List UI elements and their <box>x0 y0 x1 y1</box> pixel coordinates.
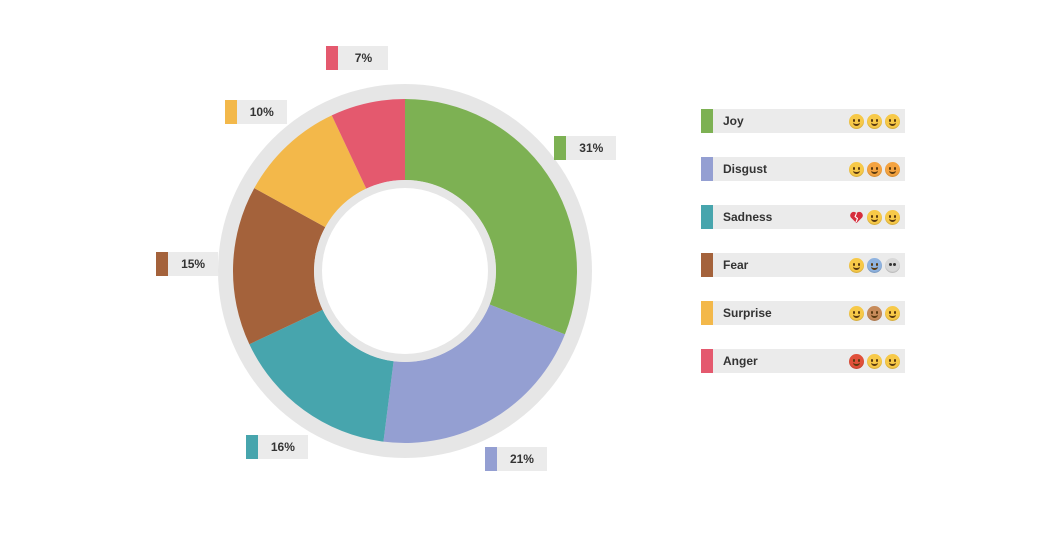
legend-item-anger: Anger <box>701 349 905 373</box>
percent-label-swatch <box>156 252 169 277</box>
fearful-face-icon <box>849 257 864 273</box>
legend-bar: Joy <box>713 109 905 133</box>
cold-sweat-face-icon <box>867 257 882 273</box>
percent-label-sadness: 16% <box>245 435 308 460</box>
percent-label-fear: 15% <box>156 252 219 277</box>
pouting-face-icon <box>849 353 864 369</box>
legend-label: Anger <box>723 354 758 368</box>
percent-label-text: 16% <box>257 435 308 460</box>
legend-emojis <box>849 305 900 321</box>
beaming-face-icon <box>867 113 882 129</box>
legend-emojis <box>849 113 900 129</box>
legend-item-fear: Fear <box>701 253 905 277</box>
legend-swatch <box>701 253 713 277</box>
legend-emojis <box>849 209 900 225</box>
smiling-face-icon <box>885 113 900 129</box>
nauseated-face-icon <box>867 161 882 177</box>
percent-label-text: 7% <box>338 46 389 71</box>
crying-face-icon <box>885 209 900 225</box>
legend-swatch <box>701 349 713 373</box>
percent-label-text: 10% <box>236 100 287 125</box>
angry-face-icon <box>885 353 900 369</box>
percent-label-swatch <box>245 435 258 460</box>
legend-bar: Anger <box>713 349 905 373</box>
percent-label-anger: 7% <box>326 46 389 71</box>
donut-slices <box>232 99 577 443</box>
legend-label: Surprise <box>723 306 772 320</box>
slice-joy <box>405 99 577 335</box>
slice-anger <box>331 99 405 189</box>
percent-label-joy: 31% <box>554 136 617 161</box>
legend-bar: Surprise <box>713 301 905 325</box>
legend-label: Sadness <box>723 210 773 224</box>
percent-label-swatch <box>554 136 567 161</box>
skull-icon <box>885 257 900 273</box>
flushed-face-icon <box>849 305 864 321</box>
slice-surprise <box>254 115 367 228</box>
donut-hole <box>322 188 488 354</box>
legend-bar: Disgust <box>713 157 905 181</box>
monkey-face-icon <box>867 305 882 321</box>
percent-label-disgust: 21% <box>484 446 547 471</box>
legend-item-disgust: Disgust <box>701 157 905 181</box>
frowning-face-icon <box>867 209 882 225</box>
grinning-face-icon <box>849 113 864 129</box>
percent-label-swatch <box>326 46 339 71</box>
legend-item-sadness: Sadness <box>701 205 905 229</box>
legend-label: Joy <box>723 114 744 128</box>
legend-swatch <box>701 157 713 181</box>
slice-fear <box>232 188 326 345</box>
legend-emojis <box>849 353 900 369</box>
legend-item-joy: Joy <box>701 109 905 133</box>
legend-label: Fear <box>723 258 749 272</box>
percent-label-text: 15% <box>168 252 219 277</box>
weary-face-icon <box>885 161 900 177</box>
legend-swatch <box>701 109 713 133</box>
grinning-sweat-face-icon <box>885 305 900 321</box>
legend-item-surprise: Surprise <box>701 301 905 325</box>
legend-emojis <box>849 257 900 273</box>
percent-label-swatch <box>484 446 497 471</box>
percent-label-text: 21% <box>496 446 547 471</box>
legend-swatch <box>701 301 713 325</box>
percent-label-swatch <box>224 100 237 125</box>
legend-bar: Sadness <box>713 205 905 229</box>
percent-label-surprise: 10% <box>224 100 287 125</box>
legend-swatch <box>701 205 713 229</box>
slice-disgust <box>383 304 565 443</box>
legend-label: Disgust <box>723 162 768 176</box>
broken-heart-icon <box>849 210 864 225</box>
slice-sadness <box>249 309 394 442</box>
percent-label-text: 31% <box>566 136 617 161</box>
legend-emojis <box>849 161 900 177</box>
legend-bar: Fear <box>713 253 905 277</box>
mask-face-icon <box>849 161 864 177</box>
steam-face-icon <box>867 353 882 369</box>
